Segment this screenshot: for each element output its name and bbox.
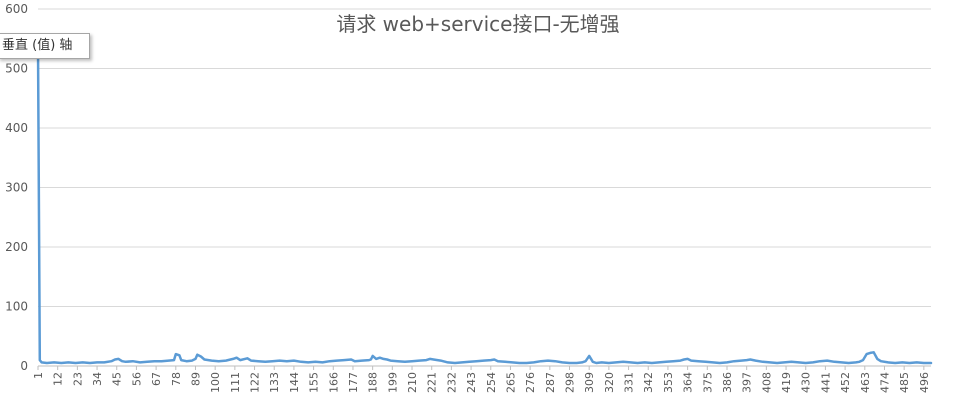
x-tick-label: 177 xyxy=(347,372,360,393)
x-tick-label: 67 xyxy=(150,372,163,386)
x-tick-label: 23 xyxy=(71,372,84,386)
x-tick-label: 1 xyxy=(32,372,45,379)
x-tick-label: 232 xyxy=(445,372,458,393)
x-tick-label: 386 xyxy=(721,372,734,393)
x-tick-label: 210 xyxy=(406,372,419,393)
x-tick-label: 298 xyxy=(564,372,577,393)
y-axis-ticks: 0 100 200 300 400 500 600 xyxy=(5,2,28,373)
x-tick-label: 320 xyxy=(603,372,616,393)
gridlines xyxy=(38,8,931,367)
x-tick-label: 221 xyxy=(426,372,439,393)
series-line xyxy=(36,43,933,365)
x-tick-label: 122 xyxy=(249,372,262,393)
y-tick-label: 600 xyxy=(5,2,28,16)
series-group xyxy=(36,43,933,365)
x-tick-label: 397 xyxy=(741,372,754,393)
x-tick-label: 287 xyxy=(544,372,557,393)
x-tick-label: 155 xyxy=(308,372,321,393)
y-tick-label: 300 xyxy=(5,181,28,195)
x-tick-label: 100 xyxy=(209,372,222,393)
y-tick-label: 100 xyxy=(5,300,28,314)
x-tick-label: 12 xyxy=(52,372,65,386)
x-tick-label: 199 xyxy=(386,372,399,393)
x-axis-ticks: 1 12 23 34 45 56 67 78 89 100 111 122 133 144 155 166 17… xyxy=(32,366,931,393)
x-tick-label: 56 xyxy=(130,372,143,386)
x-tick-label: 78 xyxy=(170,372,183,386)
x-tick-label: 111 xyxy=(229,372,242,393)
x-tick-label: 309 xyxy=(583,372,596,393)
x-tick-label: 485 xyxy=(898,372,911,393)
x-tick-label: 188 xyxy=(367,372,380,393)
x-tick-label: 144 xyxy=(288,372,301,393)
y-tick-label: 500 xyxy=(5,62,28,76)
x-tick-label: 34 xyxy=(91,372,104,386)
x-tick-label: 463 xyxy=(859,372,872,393)
x-tick-label: 254 xyxy=(485,372,498,393)
y-tick-label: 0 xyxy=(20,359,28,373)
x-tick-label: 243 xyxy=(465,372,478,393)
chart-title: 请求 web+service接口-无增强 xyxy=(336,12,619,36)
x-tick-label: 474 xyxy=(878,372,891,393)
x-tick-label: 408 xyxy=(760,372,773,393)
x-tick-label: 265 xyxy=(504,372,517,393)
axis-tooltip: 垂直 (值) 轴 xyxy=(0,33,90,59)
x-tick-label: 452 xyxy=(839,372,852,393)
x-tick-label: 364 xyxy=(682,372,695,393)
y-tick-label: 200 xyxy=(5,240,28,254)
x-tick-label: 133 xyxy=(268,372,281,393)
x-tick-label: 441 xyxy=(819,372,832,393)
x-tick-label: 331 xyxy=(623,372,636,393)
x-tick-label: 496 xyxy=(918,372,931,393)
x-tick-label: 419 xyxy=(780,372,793,393)
x-tick-label: 375 xyxy=(701,372,714,393)
x-tick-label: 353 xyxy=(662,372,675,393)
y-tick-label: 400 xyxy=(5,121,28,135)
x-tick-label: 166 xyxy=(327,372,340,393)
x-tick-label: 342 xyxy=(642,372,655,393)
x-tick-label: 276 xyxy=(524,372,537,393)
x-tick-label: 89 xyxy=(189,372,202,386)
x-tick-label: 45 xyxy=(111,372,124,386)
x-tick-label: 430 xyxy=(800,372,813,393)
